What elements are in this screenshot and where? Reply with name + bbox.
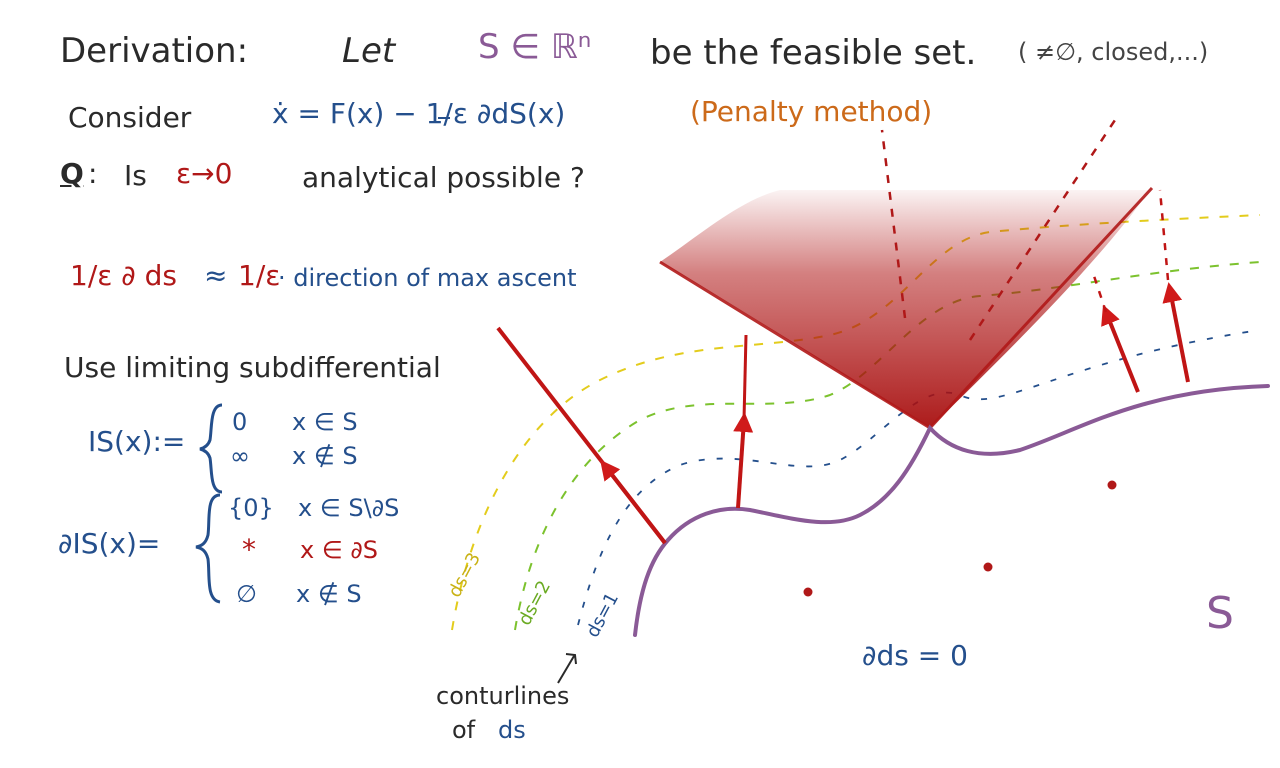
indicator-row1-value: 0 xyxy=(232,408,248,436)
arrow-right-2 xyxy=(1162,282,1190,383)
feasible-set-symbol: S ∈ ℝⁿ xyxy=(478,27,592,67)
consider-label: Consider xyxy=(68,101,192,134)
brace-indicator xyxy=(199,403,223,494)
limiting-heading: Use limiting subdifferential xyxy=(64,351,441,384)
question-colon: : xyxy=(88,157,98,190)
subdiff-row2-cond: x ∈ ∂S xyxy=(300,536,379,564)
subdiff-row3-cond: x ∉ S xyxy=(296,580,362,608)
feasible-set-text: be the feasible set. xyxy=(650,33,977,73)
interior-point xyxy=(803,587,813,597)
penalty-method-label: (Penalty method) xyxy=(690,95,933,128)
indicator-row2-cond: x ∉ S xyxy=(292,442,358,470)
approx-coef: 1/ε xyxy=(238,259,281,292)
set-conditions: ( ≠∅, closed,...) xyxy=(1018,38,1209,66)
derivation-heading: Derivation: xyxy=(60,31,249,71)
brace-subdiff xyxy=(195,493,221,604)
contour-caption-ds: ds xyxy=(498,716,526,744)
indicator-row1-cond: x ∈ S xyxy=(292,408,358,436)
epsilon-limit: ε→0 xyxy=(176,157,233,190)
indicator-row2-value: ∞ xyxy=(230,442,250,470)
set-s-label: S xyxy=(1206,588,1234,639)
indicator-lhs: IS(x):= xyxy=(88,425,186,458)
zero-gradient-label: ∂ds = 0 xyxy=(862,639,968,672)
contour-ds1 xyxy=(577,329,1261,626)
penalty-ode: ẋ = F(x) − 1/ε ∂dS(x) xyxy=(272,97,566,130)
set-boundary xyxy=(633,384,1270,637)
arrow-middle xyxy=(733,412,754,509)
contour-caption-line1: conturlines xyxy=(436,682,570,710)
subdiff-row1-value: {0} xyxy=(228,494,274,522)
contour-caption-of: of xyxy=(452,716,476,744)
question-is: Is xyxy=(124,159,147,192)
question-q: Q xyxy=(60,157,84,190)
subdiff-row3-value: ∅ xyxy=(236,580,257,608)
let-word: Let xyxy=(342,31,396,71)
interior-point xyxy=(983,562,993,572)
caption-pointer xyxy=(557,653,577,684)
interior-point xyxy=(1107,480,1117,490)
arrow-right-1 xyxy=(1101,304,1140,393)
subdiff-lhs: ∂IS(x)= xyxy=(58,527,161,560)
normal-cone xyxy=(660,190,1150,428)
max-ascent-text: · direction of max ascent xyxy=(278,264,577,292)
scaled-gradient: 1/ε ∂ ds xyxy=(70,259,178,292)
subdiff-row1-cond: x ∈ S\∂S xyxy=(298,494,400,522)
contour-ds2 xyxy=(514,261,1261,631)
question-rest: analytical possible ? xyxy=(302,161,585,194)
subdiff-row2-value: * xyxy=(242,533,256,566)
approx-sign: ≈ xyxy=(204,259,228,292)
